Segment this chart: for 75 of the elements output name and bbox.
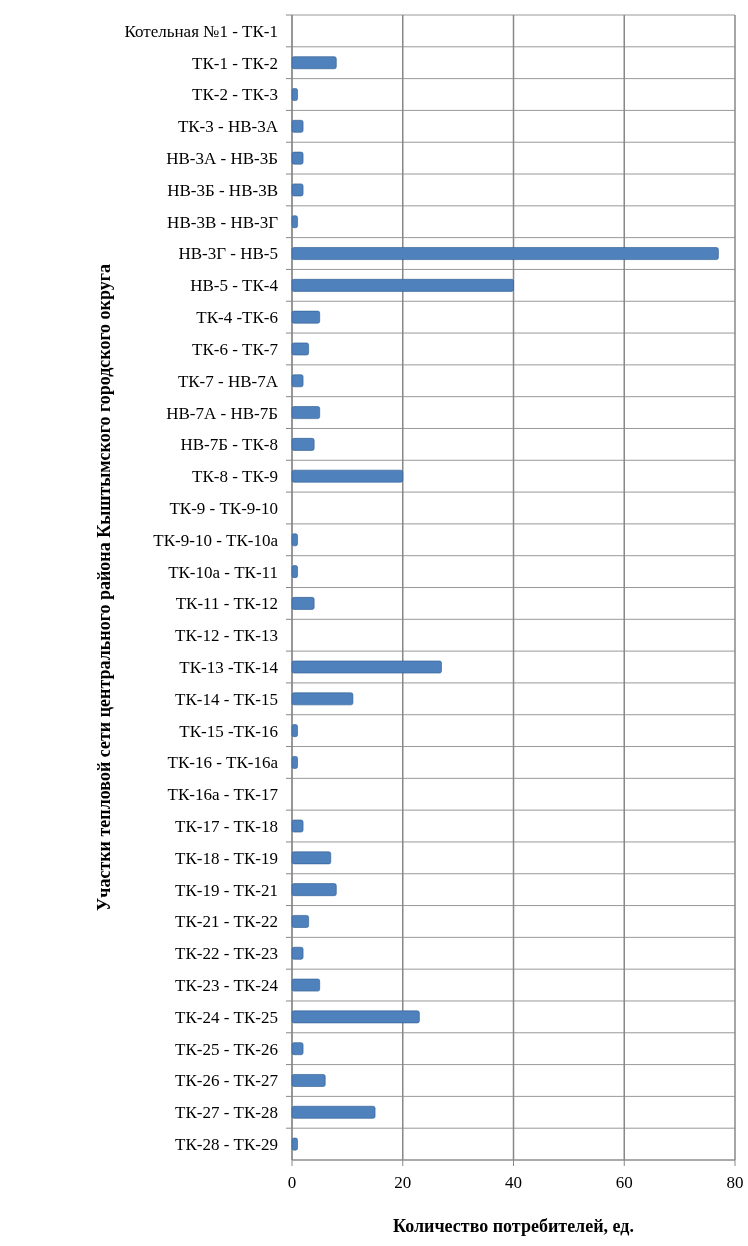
bar	[291, 183, 304, 197]
y-tick-label: ТК-17 - ТК-18	[175, 816, 278, 836]
y-tick-label: ТК-6 - ТК-7	[192, 339, 279, 359]
bar	[291, 946, 304, 960]
bar	[291, 915, 309, 928]
bar	[291, 1137, 298, 1151]
y-tick-label: ТК-27 - ТК-28	[175, 1103, 278, 1123]
y-tick-label: ТК-9 - ТК-9-10	[169, 498, 278, 518]
y-tick-label: ТК-1 - ТК-2	[192, 53, 278, 73]
bar	[291, 151, 304, 165]
y-tick-label: ТК-11 - ТК-12	[175, 594, 278, 614]
y-tick-label: ТК-12 - ТК-13	[175, 626, 278, 646]
bar	[291, 819, 304, 833]
x-tick-label: 0	[287, 1173, 297, 1192]
bar	[291, 247, 719, 260]
bar	[291, 1010, 420, 1024]
y-tick-label: НВ-3Г - НВ-5	[178, 244, 278, 264]
bar	[291, 597, 315, 610]
y-tick-label: ТК-4 -ТК-6	[196, 308, 278, 328]
bar	[291, 1074, 326, 1087]
bar	[291, 851, 332, 865]
bar	[291, 1105, 376, 1119]
bar	[291, 342, 309, 356]
x-tick-label: 80	[726, 1173, 744, 1192]
bar	[291, 469, 404, 483]
y-tick-label: ТК-26 - ТК-27	[175, 1071, 279, 1091]
bar	[291, 56, 337, 70]
x-tick-label: 20	[394, 1173, 412, 1192]
y-tick-label: ТК-18 - ТК-19	[175, 848, 278, 868]
x-axis-title: Количество потребителей, ед.	[393, 1216, 634, 1236]
y-tick-label: ТК-22 - ТК-23	[175, 944, 278, 964]
y-tick-label: ТК-16 - ТК-16а	[167, 753, 279, 773]
y-tick-label: ТК-2 - ТК-3	[192, 85, 278, 105]
bar	[291, 310, 320, 324]
bar	[291, 374, 304, 388]
y-tick-label: ТК-16а - ТК-17	[167, 785, 279, 805]
y-tick-label: ТК-8 - ТК-9	[192, 467, 278, 487]
bar	[291, 692, 354, 706]
bar	[291, 88, 298, 101]
bar	[291, 565, 298, 578]
y-tick-label: НВ-3В - НВ-3Г	[167, 212, 279, 232]
y-tick-label: ТК-13 -ТК-14	[179, 657, 279, 677]
y-tick-label: ТК-28 - ТК-29	[175, 1135, 278, 1155]
y-tick-label: ТК-10а - ТК-11	[168, 562, 278, 582]
y-tick-label: ТК-9-10 - ТК-10а	[153, 530, 279, 550]
y-tick-label: НВ-3А - НВ-3Б	[166, 149, 278, 169]
y-tick-label: НВ-5 - ТК-4	[190, 276, 279, 296]
bar	[291, 660, 442, 674]
y-tick-label: НВ-7А - НВ-7Б	[166, 403, 278, 423]
y-tick-label: ТК-3 - НВ-3А	[177, 117, 279, 137]
bar	[291, 279, 514, 292]
x-tick-label: 60	[615, 1173, 633, 1192]
bar	[291, 756, 298, 769]
y-tick-label: НВ-7Б - ТК-8	[180, 435, 278, 455]
bar	[291, 406, 320, 419]
x-tick-label: 40	[505, 1173, 522, 1192]
bar	[291, 883, 337, 896]
bar	[291, 215, 298, 229]
y-tick-label: ТК-24 - ТК-25	[175, 1007, 278, 1027]
y-axis-title: Участки тепловой сети центрального района Кыштымского городского округа	[94, 264, 114, 911]
bar	[291, 438, 315, 451]
y-tick-label: ТК-15 -ТК-16	[179, 721, 278, 741]
bar	[291, 978, 320, 992]
y-tick-label: Котельная №1 - ТК-1	[124, 21, 278, 41]
y-tick-label: ТК-23 - ТК-24	[175, 976, 279, 996]
y-tick-label: ТК-19 - ТК-21	[175, 880, 278, 900]
y-tick-label: ТК-25 - ТК-26	[175, 1039, 278, 1059]
y-tick-label: ТК-14 - ТК-15	[175, 689, 278, 709]
y-tick-label: НВ-3Б - НВ-3В	[167, 180, 278, 200]
y-tick-label: ТК-7 - НВ-7А	[177, 371, 279, 391]
bar	[291, 724, 298, 737]
y-tick-label: ТК-21 - ТК-22	[175, 912, 278, 932]
bar	[291, 1042, 304, 1056]
bar	[291, 119, 304, 133]
bar	[291, 533, 298, 547]
